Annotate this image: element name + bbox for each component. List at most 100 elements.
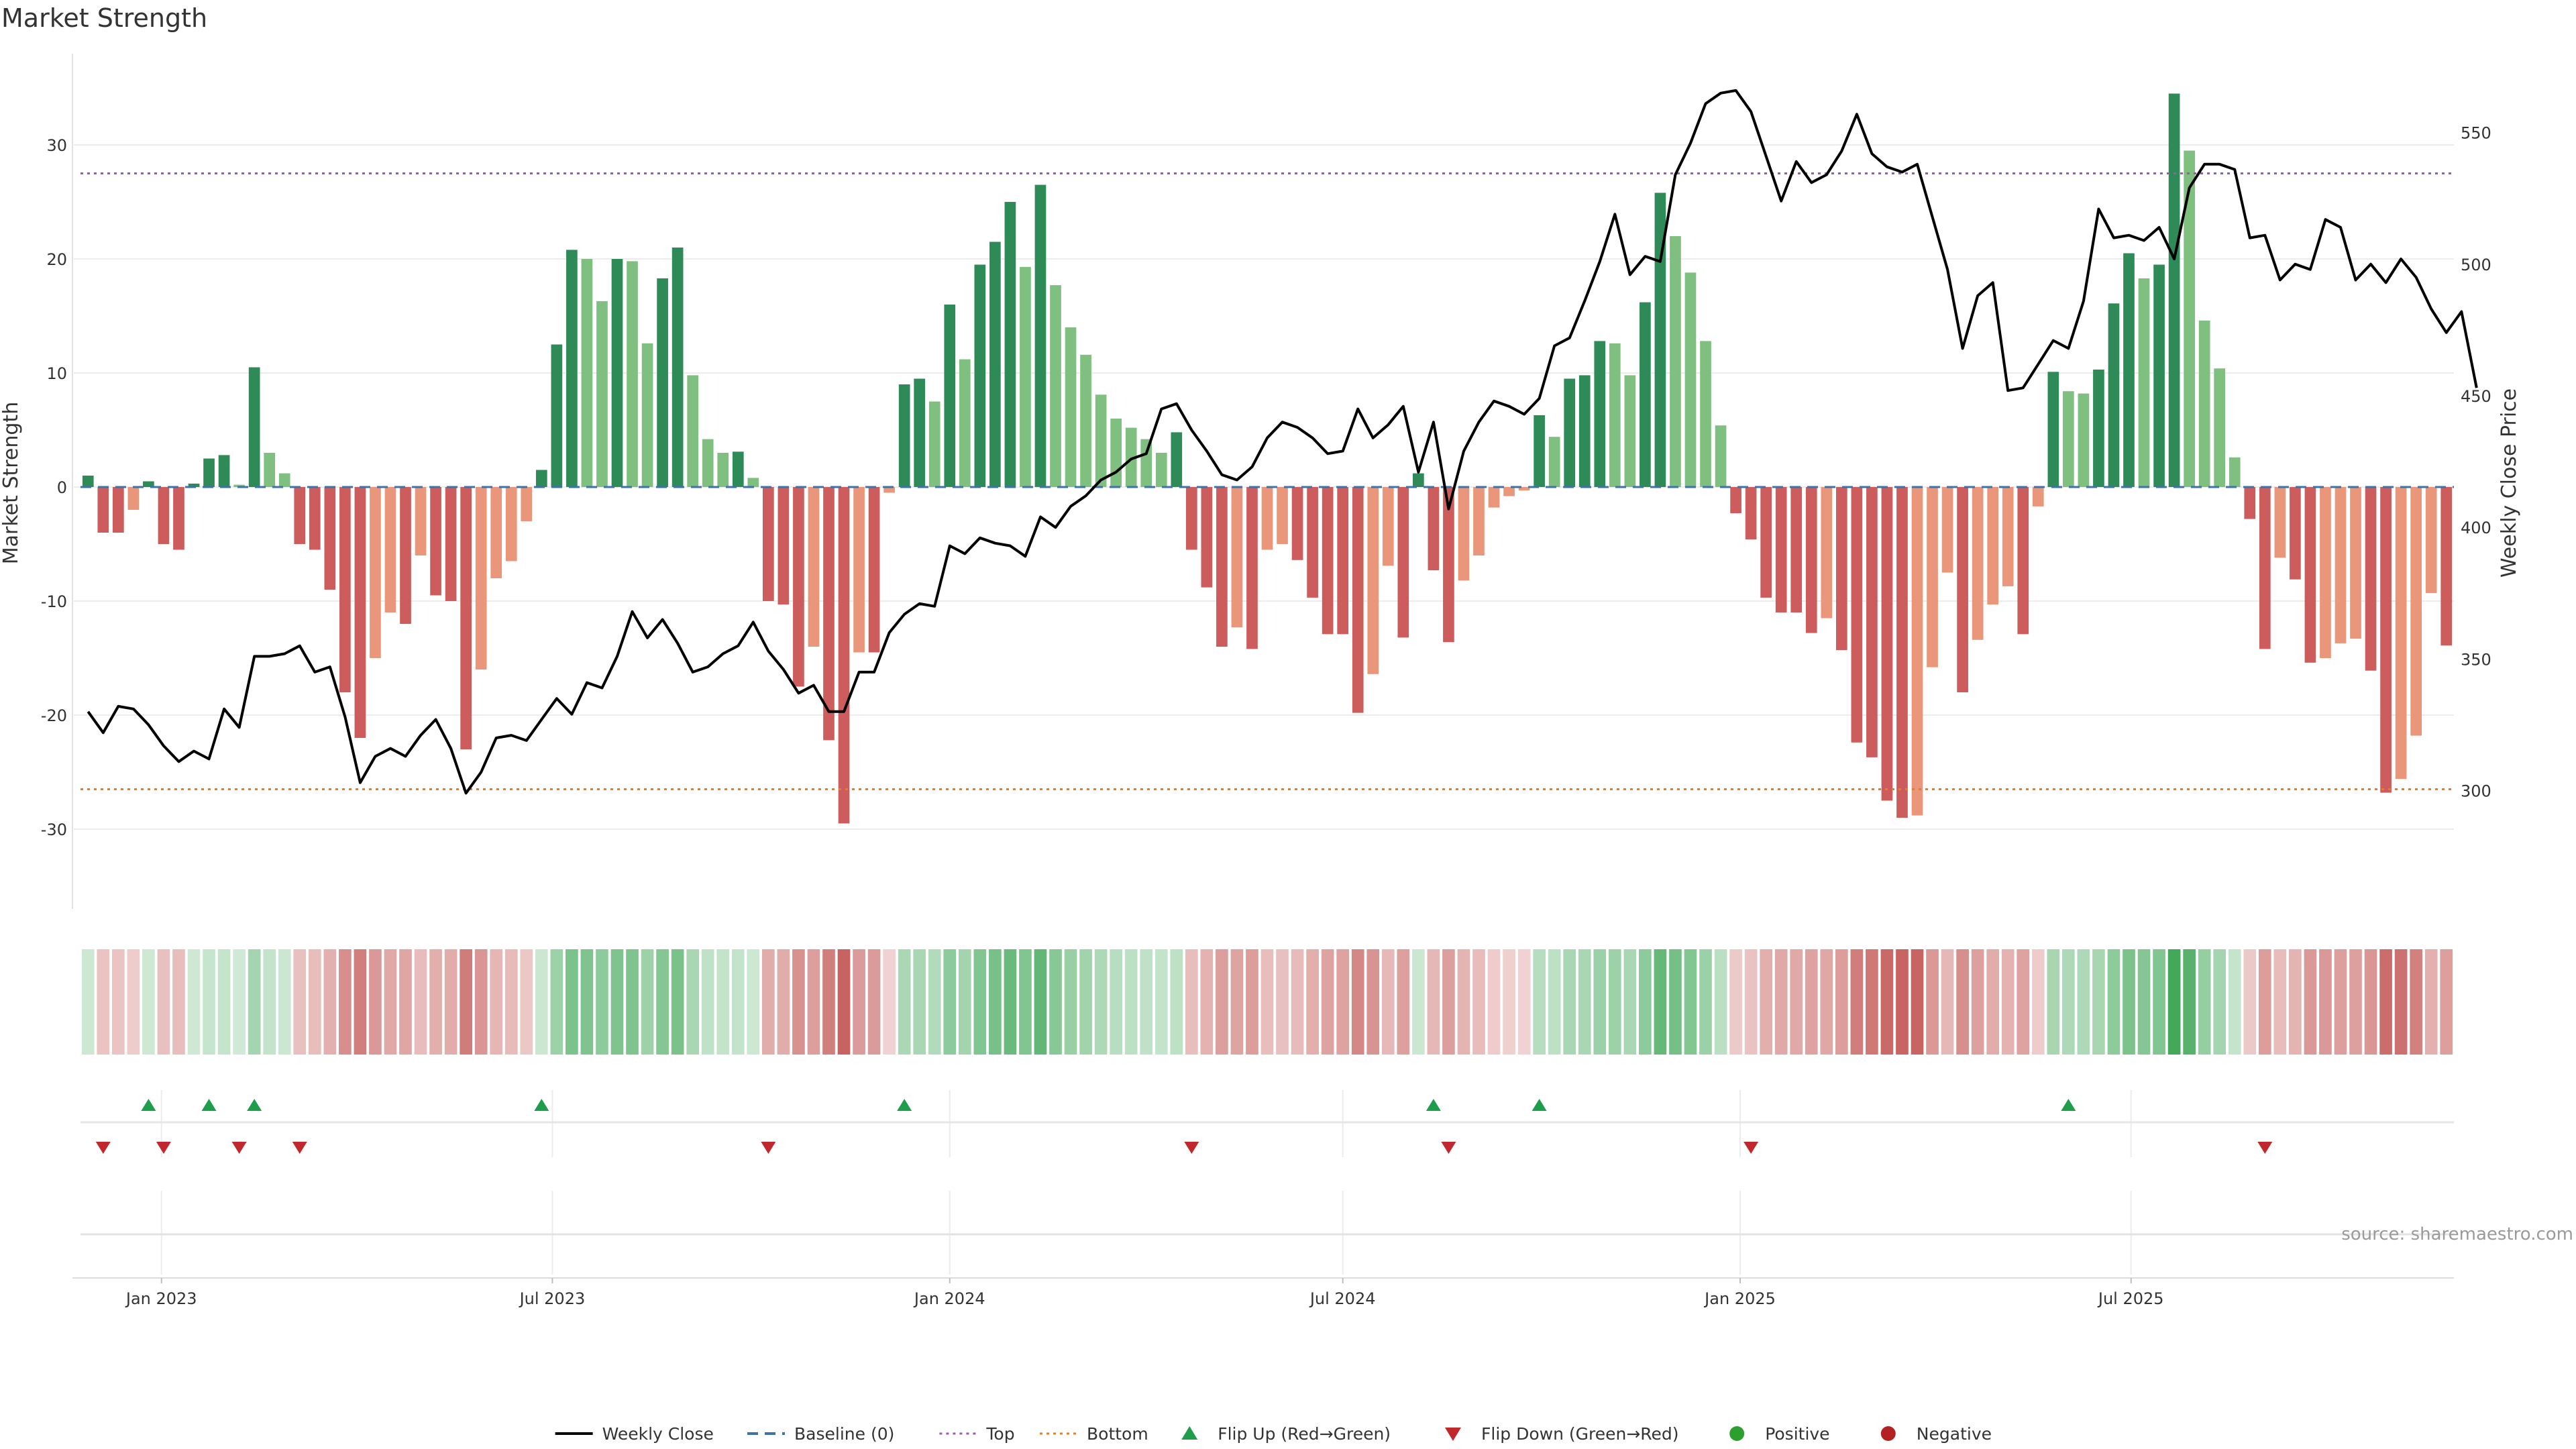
strength-bar [627, 261, 638, 487]
strength-bar [278, 473, 290, 487]
heat-cell [217, 949, 231, 1055]
strength-bar [1382, 487, 1394, 566]
flip-down-marker [1743, 1142, 1759, 1154]
flip-up-marker [247, 1099, 262, 1111]
heat-cell [2364, 949, 2377, 1055]
heat-cell [1321, 949, 1334, 1055]
heat-cell [157, 949, 170, 1055]
x-tick-label: Jan 2023 [125, 1289, 197, 1308]
strength-bar [2410, 487, 2422, 736]
flip-down-marker [292, 1142, 307, 1154]
source-note: source: sharemaestro.com [2341, 1224, 2573, 1244]
heat-cell [928, 949, 941, 1055]
strength-bar [2093, 369, 2104, 487]
strength-bar [1337, 487, 1349, 635]
heat-cell [369, 949, 382, 1055]
strength-bar [868, 487, 880, 653]
strength-bar [1473, 487, 1485, 555]
heat-cell [2123, 949, 2135, 1055]
heat-cell [822, 949, 835, 1055]
strength-bar [1624, 375, 1636, 487]
heat-cell [1835, 949, 1848, 1055]
strength-bar [384, 487, 396, 612]
heat-cell [1472, 949, 1485, 1055]
legend: Weekly Close Baseline (0) Top Bottom Flip Up… [555, 1424, 1992, 1444]
strength-bar [264, 453, 276, 487]
strength-bar [475, 487, 487, 669]
heat-cell [1684, 949, 1697, 1055]
strength-bar [1518, 487, 1530, 491]
heat-cell [1170, 949, 1183, 1055]
strength-bar [158, 487, 170, 544]
heat-cell [203, 949, 215, 1055]
strength-bar [490, 487, 502, 578]
flip-up-marker [897, 1099, 912, 1111]
heat-cell [2031, 949, 2045, 1055]
heat-cell [792, 949, 805, 1055]
heat-cell [2017, 949, 2030, 1055]
heat-cell [2001, 949, 2015, 1055]
heat-cell [641, 949, 654, 1055]
strength-bar [1065, 327, 1077, 487]
flip-up-marker [201, 1099, 217, 1111]
y2-axis-title: Weekly Close Price [2498, 388, 2521, 578]
heat-cell [1971, 949, 1984, 1055]
heat-cell [596, 949, 608, 1055]
heat-cell [1548, 949, 1561, 1055]
heat-cell [1608, 949, 1621, 1055]
strength-bar [808, 487, 820, 647]
strength-bar [1548, 437, 1560, 487]
legend-item: Weekly Close [555, 1424, 714, 1444]
heat-cell [1774, 949, 1788, 1055]
strength-bar [1866, 487, 1878, 757]
strength-bar [1594, 341, 1606, 487]
strength-bar [1972, 487, 1984, 640]
heat-cell [1427, 949, 1440, 1055]
heat-cell [2107, 949, 2121, 1055]
strength-bar [1216, 487, 1228, 647]
flip-up-marker [2061, 1099, 2076, 1111]
legend-item: Baseline (0) [747, 1424, 894, 1444]
x-tick-label: Jul 2023 [519, 1289, 586, 1308]
heat-cell [566, 949, 578, 1055]
strength-bar [1927, 487, 1938, 667]
heat-cell [1790, 949, 1803, 1055]
strength-bar [1413, 473, 1424, 487]
heat-cell [1669, 949, 1682, 1055]
heat-cell [1578, 949, 1591, 1055]
legend-item: Positive [1729, 1424, 1830, 1444]
y-tick-label: -10 [41, 592, 67, 611]
strength-bar [1307, 487, 1318, 598]
heat-cell [414, 949, 427, 1055]
strength-bar [1821, 487, 1833, 619]
strength-bar [1246, 487, 1258, 649]
strength-bar [294, 487, 306, 544]
strength-bar [989, 241, 1001, 487]
strength-bar [354, 487, 366, 738]
strength-bar [1835, 487, 1847, 651]
heat-cell [2379, 949, 2392, 1055]
heat-cell [867, 949, 881, 1055]
legend-swatch-flip-down [1445, 1428, 1461, 1441]
heat-cell [81, 949, 95, 1055]
strength-bar [1745, 487, 1757, 540]
strength-bar [143, 481, 154, 487]
heat-cell [777, 949, 790, 1055]
y2-tick-label: 450 [2461, 387, 2491, 406]
chart-title: Market Strength [1, 3, 207, 33]
strength-bar [324, 487, 336, 590]
heat-cell [731, 949, 745, 1055]
strength-bar [2229, 457, 2241, 487]
y2-tick-label: 550 [2461, 124, 2491, 143]
strength-bar [2244, 487, 2256, 519]
strength-bar [445, 487, 457, 601]
heat-cell [1699, 949, 1712, 1055]
legend-item: Top [939, 1424, 1015, 1444]
heat-cell [2077, 949, 2090, 1055]
heat-cell [2394, 949, 2408, 1055]
legend-swatch-negative [1880, 1426, 1896, 1441]
heat-cell [429, 949, 442, 1055]
heat-cell [233, 949, 246, 1055]
heat-cell [2304, 949, 2317, 1055]
x-tick-label: Jul 2024 [1309, 1289, 1376, 1308]
